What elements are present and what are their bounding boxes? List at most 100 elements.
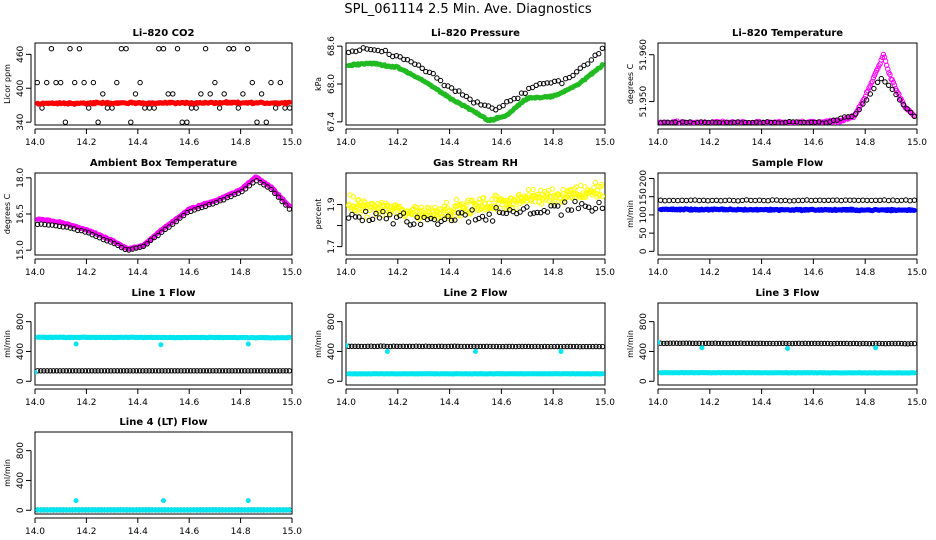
data-point (224, 194, 231, 201)
data-point (889, 86, 895, 93)
data-point (480, 195, 487, 201)
data-point (751, 340, 757, 346)
data-point (599, 45, 605, 51)
data-point (126, 247, 132, 253)
data-point (493, 343, 500, 350)
data-point (474, 343, 480, 350)
data-point (240, 91, 246, 97)
x-tick-label: 15.0 (282, 268, 302, 278)
data-point (165, 91, 171, 97)
data-point (410, 343, 416, 350)
data-point (465, 219, 472, 225)
data-point (561, 343, 567, 350)
data-point (172, 368, 178, 374)
data-point (680, 340, 686, 346)
data-point (108, 368, 114, 374)
data-point (825, 197, 832, 204)
data-point (254, 119, 260, 125)
data-point (863, 340, 869, 347)
data-point (548, 343, 554, 350)
data-point (748, 197, 754, 204)
x-tick-label: 14.0 (336, 268, 356, 278)
data-point (544, 209, 551, 215)
data-point (469, 207, 475, 213)
data-point (173, 218, 180, 225)
data-point (64, 224, 70, 230)
data-point (404, 219, 410, 225)
data-point (123, 46, 129, 52)
data-point (513, 343, 519, 350)
data-point (795, 197, 801, 204)
data-point (720, 120, 726, 125)
data-point (549, 186, 555, 192)
x-tick-label: 14.6 (803, 268, 823, 278)
chart-co2: Li–820 CO2 Licor ppm 14.0 14.2 14.4 14.6 14.8 1… (3, 28, 302, 148)
data-point (731, 340, 738, 346)
data-point (287, 105, 292, 111)
data-point (286, 206, 292, 212)
data-point (127, 368, 133, 374)
data-point (235, 105, 242, 111)
y-tick-label: 0 (16, 378, 26, 384)
chart-sample: Sample Flow ml/min 14.0 14.2 14.4 14.6 14.8 15.… (626, 158, 927, 278)
data-point (586, 343, 593, 350)
data-point (472, 348, 478, 354)
data-point (503, 343, 509, 350)
data-point (882, 79, 888, 85)
data-point (598, 181, 605, 188)
data-point (448, 217, 455, 224)
data-point (242, 368, 248, 374)
data-point (181, 368, 187, 374)
data-point (394, 343, 400, 349)
data-point (897, 97, 903, 103)
data-point (206, 201, 212, 208)
x-tick-label: 15.0 (282, 527, 302, 537)
data-point (525, 187, 531, 193)
data-point (904, 106, 910, 112)
data-point (567, 343, 573, 350)
data-point (535, 343, 541, 350)
data-point (494, 193, 500, 199)
chart-rh: Gas Stream RH percent 14.0 14.2 14.4 14.6 14.8… (314, 158, 615, 278)
data-point (753, 119, 759, 125)
data-point (808, 340, 815, 347)
data-point (35, 369, 38, 375)
series-reference (346, 45, 605, 113)
data-point (114, 368, 121, 374)
data-point (86, 105, 92, 111)
data-point (907, 198, 913, 204)
data-point (486, 211, 492, 217)
data-point (217, 198, 223, 204)
data-point (132, 91, 139, 97)
data-point (791, 198, 797, 204)
chart-title: Li–820 Temperature (732, 28, 843, 39)
y-tick-label: 150 (639, 188, 649, 205)
data-point (359, 217, 365, 224)
data-point (82, 368, 89, 374)
data-point (381, 343, 387, 349)
data-point (200, 368, 207, 374)
data-point (356, 47, 363, 53)
x-tick-label: 14.6 (179, 527, 199, 537)
data-point (554, 343, 561, 350)
data-point (565, 207, 571, 213)
data-point (815, 340, 821, 347)
x-tick-label: 14.4 (440, 138, 460, 148)
data-point (238, 368, 245, 374)
data-point (795, 120, 801, 125)
data-point (568, 207, 575, 213)
data-point (658, 340, 661, 345)
y-tick-label: 400 (16, 472, 26, 489)
y-axis-label: Licor ppm (3, 64, 12, 104)
data-point (403, 343, 410, 350)
data-point (712, 340, 718, 346)
data-point (371, 47, 377, 53)
data-point (873, 345, 879, 351)
data-point (441, 216, 448, 223)
y-axis-label: ml/min (314, 330, 323, 358)
data-point (251, 368, 258, 374)
data-point (667, 340, 673, 346)
data-point (44, 368, 50, 374)
y-axis-label: kPa (314, 77, 323, 91)
data-point (746, 120, 752, 125)
